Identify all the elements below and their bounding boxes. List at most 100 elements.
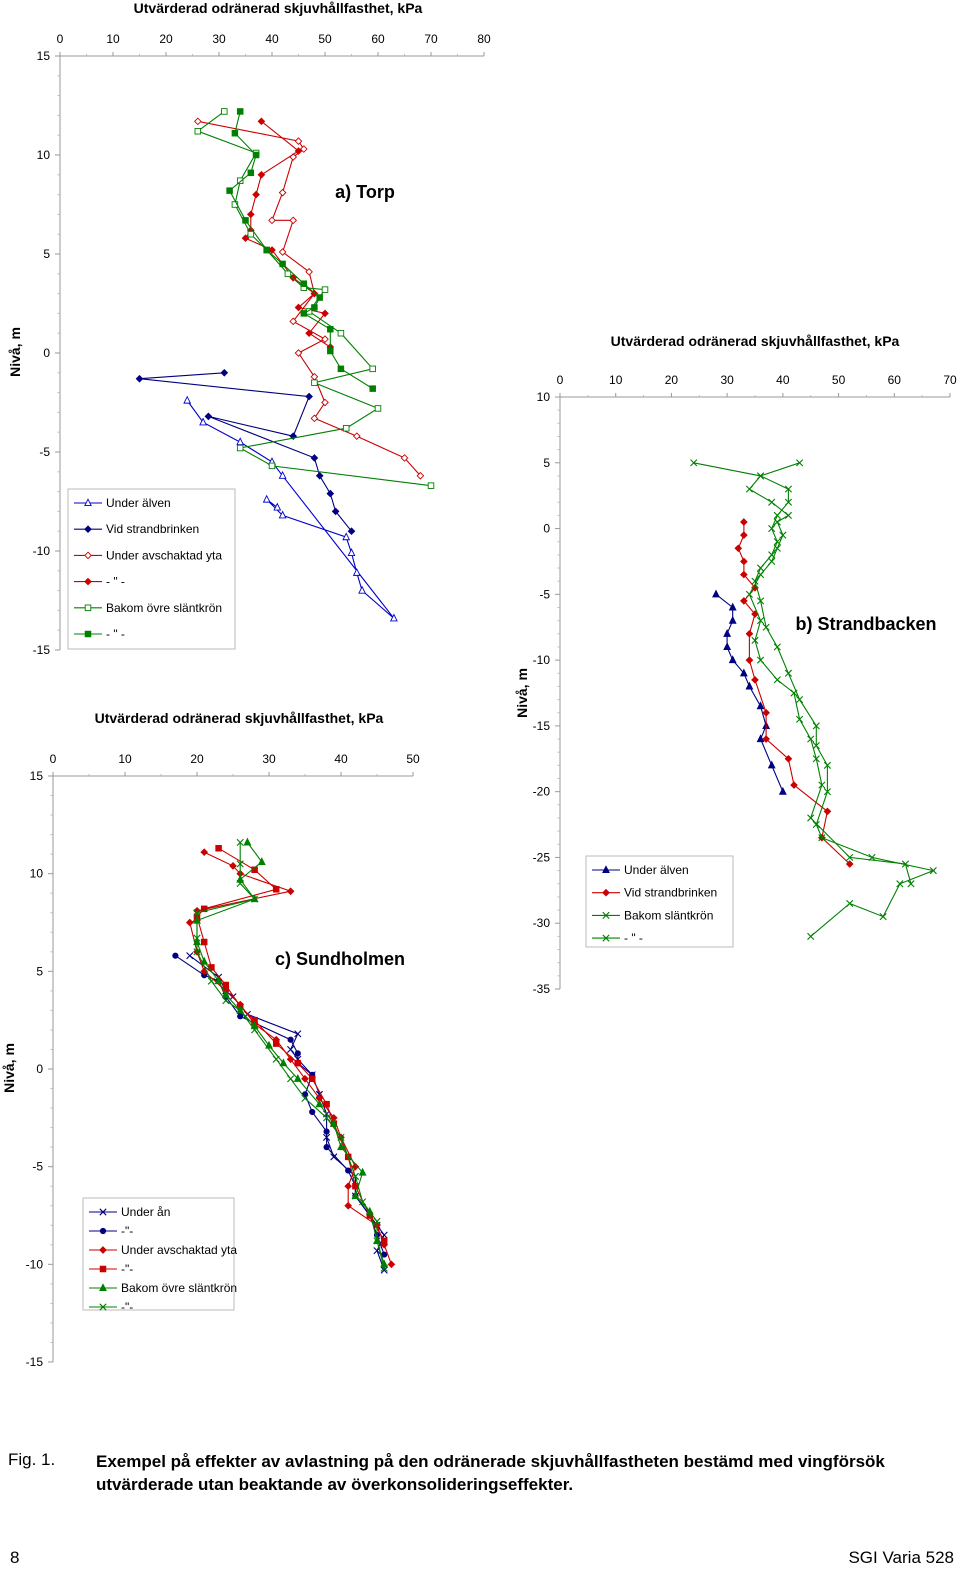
series-1-point: [728, 602, 737, 611]
legend-label: -"-: [121, 1224, 133, 1238]
series-1-point: [756, 734, 765, 743]
x-tick-label: 0: [57, 32, 64, 46]
series-6-point: [251, 1026, 259, 1034]
series-line: [139, 372, 352, 532]
series-4-point: [812, 755, 820, 763]
series-4-point: [745, 590, 754, 598]
series-6-point: [247, 169, 255, 177]
series-4-point: [323, 1100, 330, 1108]
legend-item: Under ån: [89, 1205, 170, 1219]
series-6-point: [373, 1237, 381, 1245]
legend-marker-point: [99, 1227, 107, 1235]
series-2-point: [740, 518, 748, 526]
series-2-point: [784, 754, 793, 763]
series-5-point: [369, 365, 376, 373]
series-2-point: [381, 1251, 388, 1258]
series-4-point: [257, 117, 266, 126]
series-3-point: [818, 834, 826, 842]
series-6-point: [252, 151, 260, 159]
legend-item: Bakom släntkrön: [592, 908, 713, 922]
series-3-point: [784, 485, 793, 493]
legend-label: Under älven: [106, 496, 171, 510]
series-2-point: [305, 392, 313, 401]
series-6-point: [251, 895, 259, 903]
series-1-point: [358, 585, 367, 594]
series-1-point: [745, 681, 754, 690]
x-tick-label: 0: [50, 752, 57, 766]
series-4-point: [252, 190, 260, 199]
series-3-point: [301, 1074, 309, 1083]
series-6-point: [279, 260, 286, 268]
series-2-point: [294, 1050, 301, 1057]
series-4-point: [294, 147, 303, 155]
series-5-point: [293, 1073, 302, 1082]
series-4: [241, 117, 335, 351]
chart-strandbacken: 0 10 20 30 40 50 60 701050-5-10-15-20-25-30-35U…: [514, 333, 957, 996]
series-1-point: [723, 628, 732, 637]
x-tick-label: 10: [106, 32, 120, 46]
series-1: [712, 589, 787, 795]
series-4-point: [200, 905, 208, 913]
legend-item: - " -: [74, 575, 125, 589]
series-2-point: [740, 570, 748, 579]
series-2-point: [326, 489, 335, 498]
series-4-point: [790, 689, 798, 697]
series-1-point: [728, 615, 737, 624]
y-tick-label: -5: [39, 445, 50, 459]
series-3-point: [289, 317, 298, 326]
series-6-point: [311, 304, 318, 311]
series-3-point: [751, 577, 759, 585]
series-4-point: [795, 459, 804, 467]
series-6-point: [351, 1172, 359, 1181]
y-tick-label: -25: [533, 850, 551, 864]
series-2-point: [287, 1036, 294, 1043]
series-5-point: [268, 462, 276, 470]
series-1-point: [278, 470, 287, 479]
series-5-point: [236, 177, 244, 184]
series-2-point: [745, 656, 754, 664]
series-2-point: [745, 629, 754, 638]
chart-title: Utvärderad odränerad skjuvhållfasthet, k…: [95, 710, 384, 726]
series-2-point: [315, 471, 324, 480]
series-4-point: [756, 472, 765, 480]
series-3-point: [229, 862, 237, 870]
x-tick-label: 50: [406, 752, 420, 766]
y-tick-label: -15: [33, 643, 51, 657]
series-6-point: [337, 1133, 345, 1141]
chart-annotation: a) Torp: [335, 182, 395, 202]
series-5-point: [427, 482, 435, 489]
series-1-point: [767, 760, 776, 769]
series-3-point: [278, 188, 287, 197]
series-2-point: [740, 597, 748, 605]
x-tick-label: 0: [557, 373, 564, 387]
series-5-point: [351, 1191, 360, 1200]
series-2-point: [751, 676, 759, 684]
series-5-point: [257, 857, 266, 865]
series-3-point: [846, 899, 854, 908]
series-5-point: [321, 286, 329, 293]
x-tick-label: 60: [888, 373, 902, 387]
legend-box: [82, 1197, 235, 1311]
series-5-point: [315, 1099, 324, 1108]
series-3: [193, 117, 425, 480]
series-3-point: [193, 117, 202, 126]
series-4-point: [846, 853, 854, 862]
series-line: [244, 120, 331, 348]
x-tick-label: 70: [943, 373, 957, 387]
series-2-point: [845, 860, 854, 868]
series-4-point: [779, 531, 787, 539]
legend-marker-point: [99, 1246, 107, 1254]
legend-item: -"-: [89, 1300, 133, 1314]
y-tick-label: -15: [533, 719, 551, 733]
series-4-point: [756, 656, 765, 664]
series-3-point: [185, 918, 194, 927]
y-tick-label: 10: [30, 867, 44, 881]
x-tick-label: 40: [776, 373, 790, 387]
series-3-point: [321, 335, 329, 343]
series-6-point: [193, 948, 201, 956]
legend-marker-point: [84, 577, 92, 586]
series-3-point: [762, 623, 770, 631]
chart-annotation: b) Strandbacken: [795, 614, 936, 634]
legend-label: Vid strandbrinken: [106, 522, 199, 536]
